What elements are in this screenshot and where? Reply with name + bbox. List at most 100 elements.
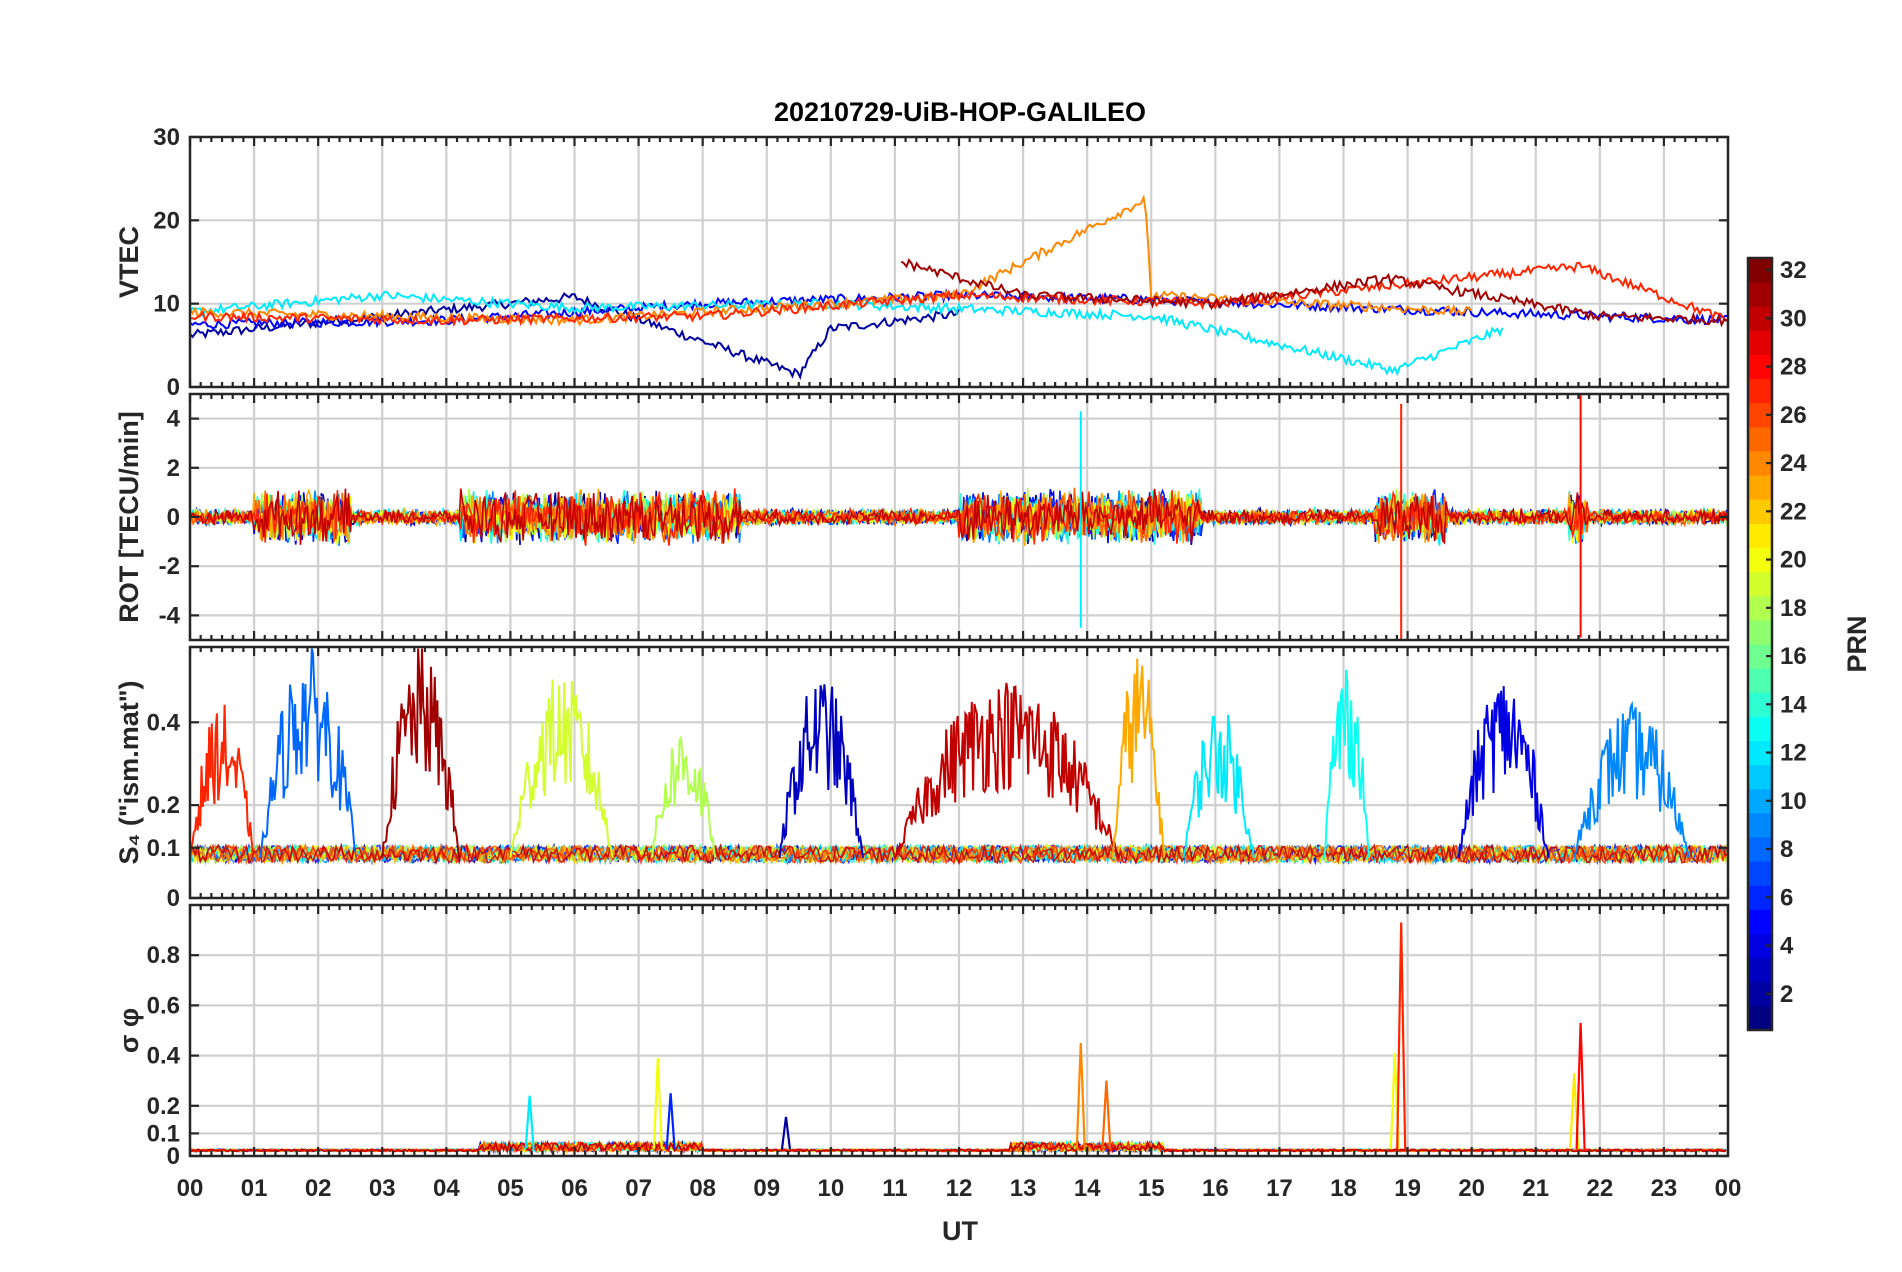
x-tick-label: 18 [1330, 1175, 1357, 1202]
x-tick-label: 02 [305, 1175, 332, 1202]
colorbar-swatch [1748, 861, 1772, 886]
colorbar-tick-label: 8 [1780, 836, 1793, 863]
chart-title: 20210729-UiB-HOP-GALILEO [774, 97, 1146, 127]
s4-base-prn-30 [190, 842, 1728, 866]
sigma-spike-prn-24 [1075, 1043, 1086, 1150]
y-tick-label: 0 [167, 374, 180, 401]
x-tick-label: 19 [1394, 1175, 1421, 1202]
vtec-line-prn-31 [900, 258, 1728, 328]
colorbar-tick-label: 4 [1780, 933, 1794, 960]
y-tick-label: 0.6 [147, 992, 180, 1019]
x-tick-label: 22 [1586, 1175, 1613, 1202]
s4-enhancement-prn-9 [1573, 700, 1691, 859]
colorbar-tick-label: 30 [1780, 305, 1807, 332]
colorbar-label: PRN [1842, 615, 1872, 672]
x-tick-label: 03 [369, 1175, 396, 1202]
panel-2: -4 -2 0 2 4 ROT [TECU/min] [114, 392, 1730, 642]
x-tick-label: 20 [1458, 1175, 1485, 1202]
sigma-spike-prn-6 [665, 1093, 676, 1150]
colorbar-tick-label: 6 [1780, 884, 1793, 911]
y-tick-label: 0.4 [147, 709, 181, 736]
y-tick-label: 0 [167, 885, 180, 912]
y-tick-label: 0 [167, 1143, 180, 1170]
colorbar-swatch [1748, 716, 1772, 741]
x-axis-label: UT [942, 1216, 978, 1246]
colorbar-swatch [1748, 571, 1772, 597]
x-tick-label: 06 [561, 1175, 588, 1202]
s4-enhancement-prn-30 [894, 682, 1121, 859]
x-tick-label: 12 [946, 1175, 973, 1202]
colorbar-swatch [1748, 1005, 1772, 1031]
y-tick-label: -4 [159, 602, 181, 629]
colorbar-tick-label: 16 [1780, 643, 1807, 670]
panel-1-series [190, 194, 1728, 380]
y-tick-label: 0.8 [147, 942, 180, 969]
colorbar-swatch [1748, 330, 1772, 355]
panel-3-series [190, 648, 1728, 866]
y-axis-label: S₄ ("ism.mat") [114, 680, 144, 864]
colorbar-frame [1746, 256, 1774, 1032]
colorbar-swatch [1748, 523, 1772, 548]
colorbar-swatch [1748, 668, 1772, 693]
x-tick-label: 10 [817, 1175, 844, 1202]
panel-4: 00.10.2 0.4 0.6 0.8 σ φ [114, 903, 1730, 1170]
colorbar-swatch [1748, 619, 1772, 645]
sigma-spike-prn-25 [1101, 1080, 1112, 1150]
colorbar-swatch [1748, 282, 1772, 307]
rot-line-prn-30 [190, 488, 1728, 545]
x-tick-label: 07 [625, 1175, 652, 1202]
s4-enhancement-prn-19 [509, 679, 614, 859]
y-axis-label: VTEC [114, 226, 144, 298]
y-tick-label: 0.4 [147, 1043, 181, 1070]
s4-enhancement-prn-4 [1457, 686, 1550, 858]
y-tick-label: 0.2 [147, 1093, 180, 1120]
y-tick-label: 20 [153, 207, 180, 234]
s4-enhancement-prn-31 [381, 648, 461, 858]
y-tick-label: 0.1 [147, 835, 180, 862]
colorbar-swatch [1748, 426, 1772, 452]
vtec-line-prn-2 [190, 292, 960, 380]
colorbar-swatch [1748, 812, 1772, 838]
vtec-line-prn-27 [190, 261, 1728, 327]
x-tick-label: 23 [1651, 1175, 1678, 1202]
s4-enhancement-prn-18 [650, 735, 717, 859]
colorbar-tick-label: 28 [1780, 354, 1807, 381]
s4-enhancement-prn-27 [190, 704, 254, 858]
x-tick-label: 15 [1138, 1175, 1165, 1202]
s4-enhancement-prn-13 [1323, 669, 1371, 858]
x-tick-label: 21 [1522, 1175, 1549, 1202]
y-tick-label: 0 [167, 504, 180, 531]
y-axis-label: σ φ [114, 1008, 144, 1053]
y-axis-label: ROT [TECU/min] [114, 411, 144, 622]
x-tick-label: 14 [1074, 1175, 1101, 1202]
colorbar-tick-label: 2 [1780, 981, 1793, 1008]
y-tick-label: 30 [153, 124, 180, 151]
sigma-spike-prn-2 [780, 1116, 792, 1150]
colorbar-swatch [1748, 764, 1772, 790]
colorbar-tick-label: 22 [1780, 498, 1807, 525]
y-tick-label: 0.1 [147, 1120, 180, 1147]
x-tick-label: 13 [1010, 1175, 1037, 1202]
panel-1: 0 10 20 30 VTEC [114, 124, 1730, 401]
panel-2-series [190, 394, 1728, 640]
s4-enhancement-prn-3 [778, 684, 864, 858]
s4-enhancement-prn-12 [1182, 714, 1255, 859]
s4-enhancement-prn-8 [259, 648, 357, 858]
y-tick-label: -2 [159, 553, 180, 580]
x-tick-label: 08 [689, 1175, 716, 1202]
y-tick-label: 10 [153, 291, 180, 318]
y-tick-label: 0.2 [147, 792, 180, 819]
sigma-spike-prn-12 [524, 1095, 535, 1150]
colorbar-tick-label: 10 [1780, 788, 1807, 815]
x-tick-label: 11 [882, 1175, 907, 1202]
x-tick-label: 00 [177, 1175, 204, 1202]
colorbar-swatch [1748, 475, 1772, 500]
colorbar-tick-label: 26 [1780, 402, 1807, 429]
x-tick-label: 04 [433, 1175, 460, 1202]
x-tick-label: 17 [1266, 1175, 1293, 1202]
x-tick-label: 01 [241, 1175, 268, 1202]
colorbar-tick-label: 14 [1780, 691, 1807, 718]
colorbar-swatch [1748, 909, 1772, 934]
y-tick-label: 4 [167, 406, 181, 433]
